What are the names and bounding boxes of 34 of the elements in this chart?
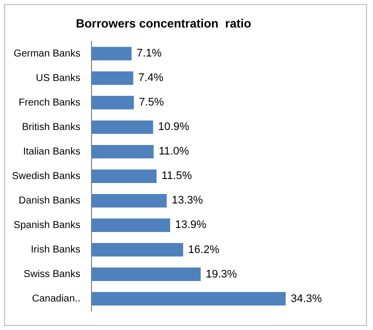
bar <box>91 292 286 306</box>
bar <box>91 71 134 85</box>
y-tick-label: US Banks <box>36 72 80 84</box>
data-label: 10.9% <box>158 121 190 134</box>
data-label: 11.0% <box>158 146 190 158</box>
bar <box>91 46 132 60</box>
bar <box>91 194 167 208</box>
y-tick-label: Canadian.. <box>32 293 80 304</box>
bar <box>91 169 157 183</box>
data-label: 7.5% <box>138 96 164 109</box>
data-label: 16.2% <box>188 244 220 256</box>
chart-title: Borrowers concentration ratio <box>76 16 252 31</box>
y-tick-label: British Banks <box>22 122 80 133</box>
data-label: 7.4% <box>138 72 164 84</box>
data-label: 11.5% <box>162 170 192 182</box>
y-tick-label: Swiss Banks <box>24 268 80 280</box>
data-label: 13.9% <box>175 219 207 232</box>
y-tick-label: Danish Banks <box>18 195 80 206</box>
data-label: 13.3% <box>172 194 204 207</box>
bar <box>91 120 154 134</box>
y-tick-label: French Banks <box>18 97 80 108</box>
y-tick-label: Swedish Banks <box>12 170 80 182</box>
y-tick-label: Irish Banks <box>30 244 80 256</box>
data-label: 19.3% <box>206 268 238 280</box>
y-tick-label: Italian Banks <box>23 146 80 158</box>
bar <box>91 144 154 158</box>
data-label: 34.3% <box>290 292 322 305</box>
data-label: 7.1% <box>136 48 162 60</box>
bar <box>91 267 201 281</box>
bar <box>91 96 134 110</box>
y-tick-label: Spanish Banks <box>14 220 80 231</box>
y-tick-label: German Banks <box>14 48 80 60</box>
bar <box>91 218 170 232</box>
bar <box>91 242 184 256</box>
